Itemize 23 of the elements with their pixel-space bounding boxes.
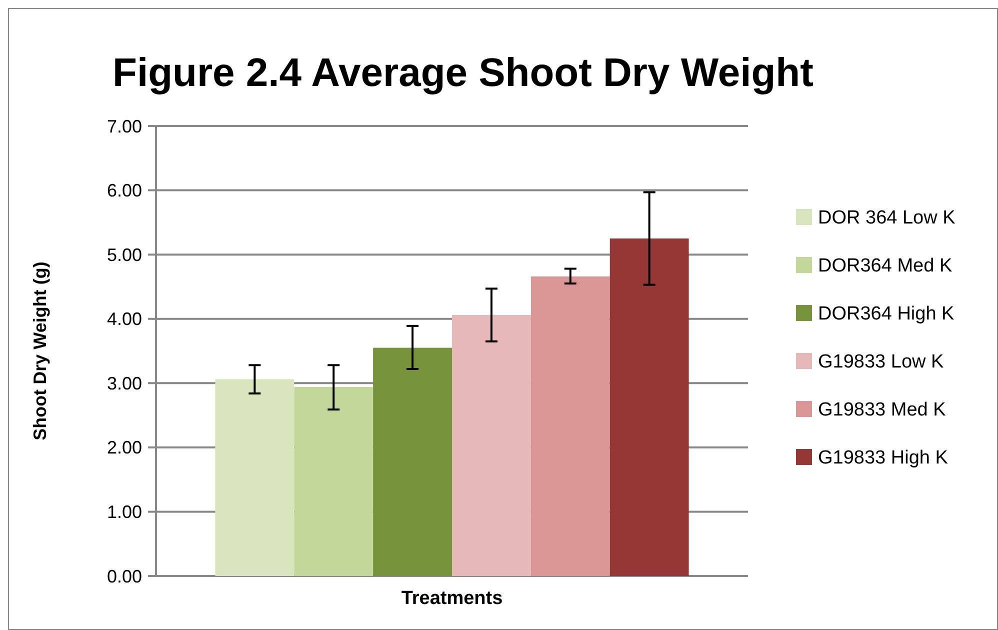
legend-label: G19833 Med K (818, 400, 946, 421)
chart-title: Figure 2.4 Average Shoot Dry Weight (112, 51, 814, 95)
x-axis-title: Treatments (401, 588, 503, 609)
legend-label: DOR364 High K (818, 304, 955, 325)
bar (373, 348, 452, 576)
y-tick-label: 0.00 (106, 566, 142, 586)
bar (294, 387, 374, 576)
bar (452, 315, 531, 576)
y-tick-label: 6.00 (106, 180, 142, 201)
legend-label: DOR364 Med K (818, 256, 952, 277)
legend-label: DOR 364 Low K (818, 208, 956, 229)
y-tick-label: 3.00 (106, 373, 142, 394)
y-tick-label: 7.00 (106, 116, 142, 136)
y-tick-label: 2.00 (106, 438, 142, 458)
y-tick-label: 5.00 (106, 244, 142, 265)
y-tick-label: 4.00 (106, 309, 142, 330)
bar (215, 379, 294, 576)
bar (610, 238, 689, 576)
y-tick-label: 1.00 (106, 502, 142, 522)
y-axis-title: Shoot Dry Weight (g) (30, 262, 50, 440)
legend-label: G19833 High K (818, 448, 948, 469)
legend-label: G19833 Low K (818, 352, 944, 373)
bar (530, 276, 610, 576)
